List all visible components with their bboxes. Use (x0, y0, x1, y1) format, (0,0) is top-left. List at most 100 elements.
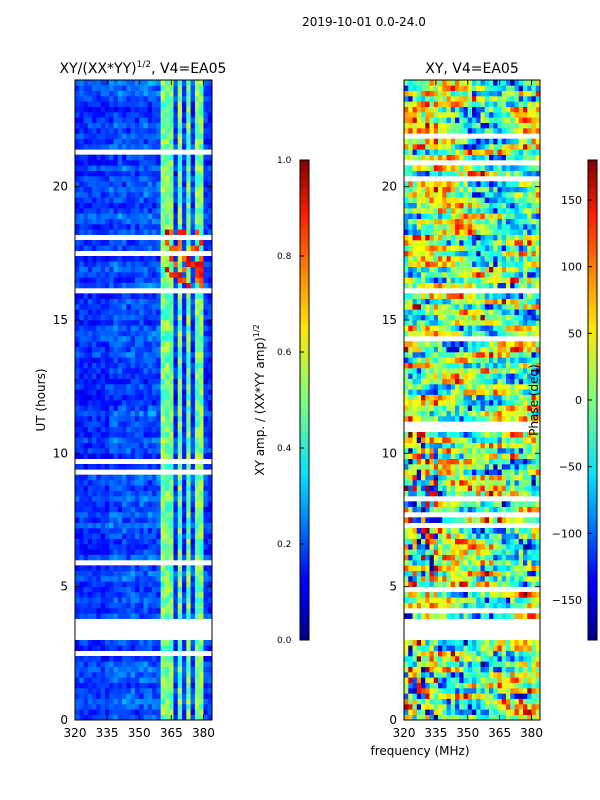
panel-1-title: XY/(XX*YY)1/2, V4=EA05 (60, 60, 227, 77)
heatmap-cell (506, 677, 511, 683)
heatmap-cell (429, 453, 435, 459)
colorbar-1-tick-label: 1.0 (277, 156, 292, 166)
heatmap-cell (450, 480, 456, 486)
heatmap-cell (433, 554, 439, 561)
heatmap-cell (96, 362, 101, 369)
heatmap-cell (109, 261, 114, 267)
heatmap-cell (535, 602, 541, 609)
heatmap-cell (455, 464, 460, 470)
heatmap-cell (523, 613, 528, 619)
heatmap-cell (152, 128, 157, 134)
heatmap-cell (126, 165, 131, 171)
heatmap-cell (182, 160, 187, 166)
heatmap-cell (480, 538, 486, 545)
heatmap-cell (160, 714, 166, 721)
heatmap-cell (408, 666, 413, 673)
heatmap-cell (177, 90, 183, 97)
heatmap-cell (472, 458, 477, 465)
heatmap-cell (134, 298, 140, 305)
heatmap-cell (412, 581, 418, 587)
heatmap-cell (199, 538, 204, 545)
heatmap-cell (497, 602, 503, 609)
heatmap-cell (109, 282, 114, 289)
heatmap-cell (164, 266, 170, 273)
heatmap-cell (122, 154, 127, 161)
heatmap-cell (429, 469, 435, 475)
heatmap-cell (113, 293, 119, 299)
heatmap-cell (523, 640, 528, 646)
heatmap-cell (186, 229, 191, 235)
heatmap-cell (79, 138, 84, 145)
heatmap-cell (489, 602, 494, 609)
heatmap-cell (75, 512, 80, 518)
heatmap-cell (92, 266, 97, 273)
heatmap-cell (122, 490, 127, 497)
heatmap-cell (173, 213, 179, 219)
heatmap-cell (408, 453, 413, 459)
heatmap-cell (190, 277, 196, 283)
heatmap-cell (113, 490, 119, 497)
heatmap-cell (173, 453, 179, 459)
heatmap-cell (139, 197, 144, 203)
heatmap-cell (164, 282, 170, 289)
heatmap-cell (160, 122, 166, 129)
heatmap-cell (130, 272, 136, 278)
heatmap-cell (177, 586, 183, 593)
heatmap-cell (527, 581, 532, 587)
heatmap-cell (433, 538, 439, 545)
heatmap-cell (87, 570, 93, 577)
heatmap-cell (207, 112, 213, 118)
heatmap-cell (207, 608, 213, 614)
heatmap-cell (92, 656, 97, 662)
heatmap-cell (109, 421, 114, 427)
heatmap-cell (134, 352, 140, 358)
heatmap-cell (147, 608, 153, 614)
heatmap-cell (75, 528, 80, 534)
heatmap-cell (450, 714, 456, 721)
heatmap-cell (87, 698, 93, 705)
heatmap-cell (421, 597, 426, 603)
heatmap-cell (527, 661, 532, 667)
heatmap-cell (408, 704, 413, 710)
heatmap-cell (87, 293, 93, 299)
heatmap-cell (169, 373, 174, 379)
heatmap-cell (156, 693, 161, 699)
heatmap-cell (130, 544, 136, 550)
heatmap-cell (523, 581, 528, 587)
heatmap-cell (194, 256, 200, 262)
heatmap-cell (126, 352, 131, 358)
heatmap-cell (535, 453, 541, 459)
heatmap-cell (177, 432, 183, 438)
heatmap-cell (113, 645, 119, 651)
heatmap-cell (450, 437, 456, 443)
heatmap-cell (493, 533, 498, 539)
heatmap-cell (408, 576, 413, 582)
heatmap-cell (203, 117, 209, 123)
heatmap-cell (493, 442, 498, 449)
heatmap-cell (143, 128, 149, 134)
heatmap-cell (147, 154, 153, 161)
heatmap-cell (134, 282, 140, 289)
heatmap-cell (83, 554, 89, 561)
heatmap-cell (527, 469, 532, 475)
heatmap-cell (152, 565, 157, 571)
heatmap-cell (446, 645, 452, 651)
heatmap-cell (510, 672, 515, 678)
heatmap-cell (510, 432, 515, 438)
heatmap-cell (484, 592, 490, 598)
heatmap-cell (455, 672, 460, 678)
heatmap-cell (510, 490, 515, 497)
heatmap-cell (446, 602, 452, 609)
heatmap-cell (87, 330, 93, 337)
heatmap-cell (182, 490, 187, 497)
heatmap-cell (113, 592, 119, 598)
heatmap-cell (83, 389, 89, 395)
heatmap-cell (79, 144, 84, 150)
heatmap-cell (109, 245, 114, 251)
heatmap-cell (139, 592, 144, 598)
heatmap-cell (100, 165, 106, 171)
heatmap-cell (126, 410, 131, 417)
heatmap-cell (139, 480, 144, 486)
heatmap-cell (433, 453, 439, 459)
heatmap-cell (113, 533, 119, 539)
